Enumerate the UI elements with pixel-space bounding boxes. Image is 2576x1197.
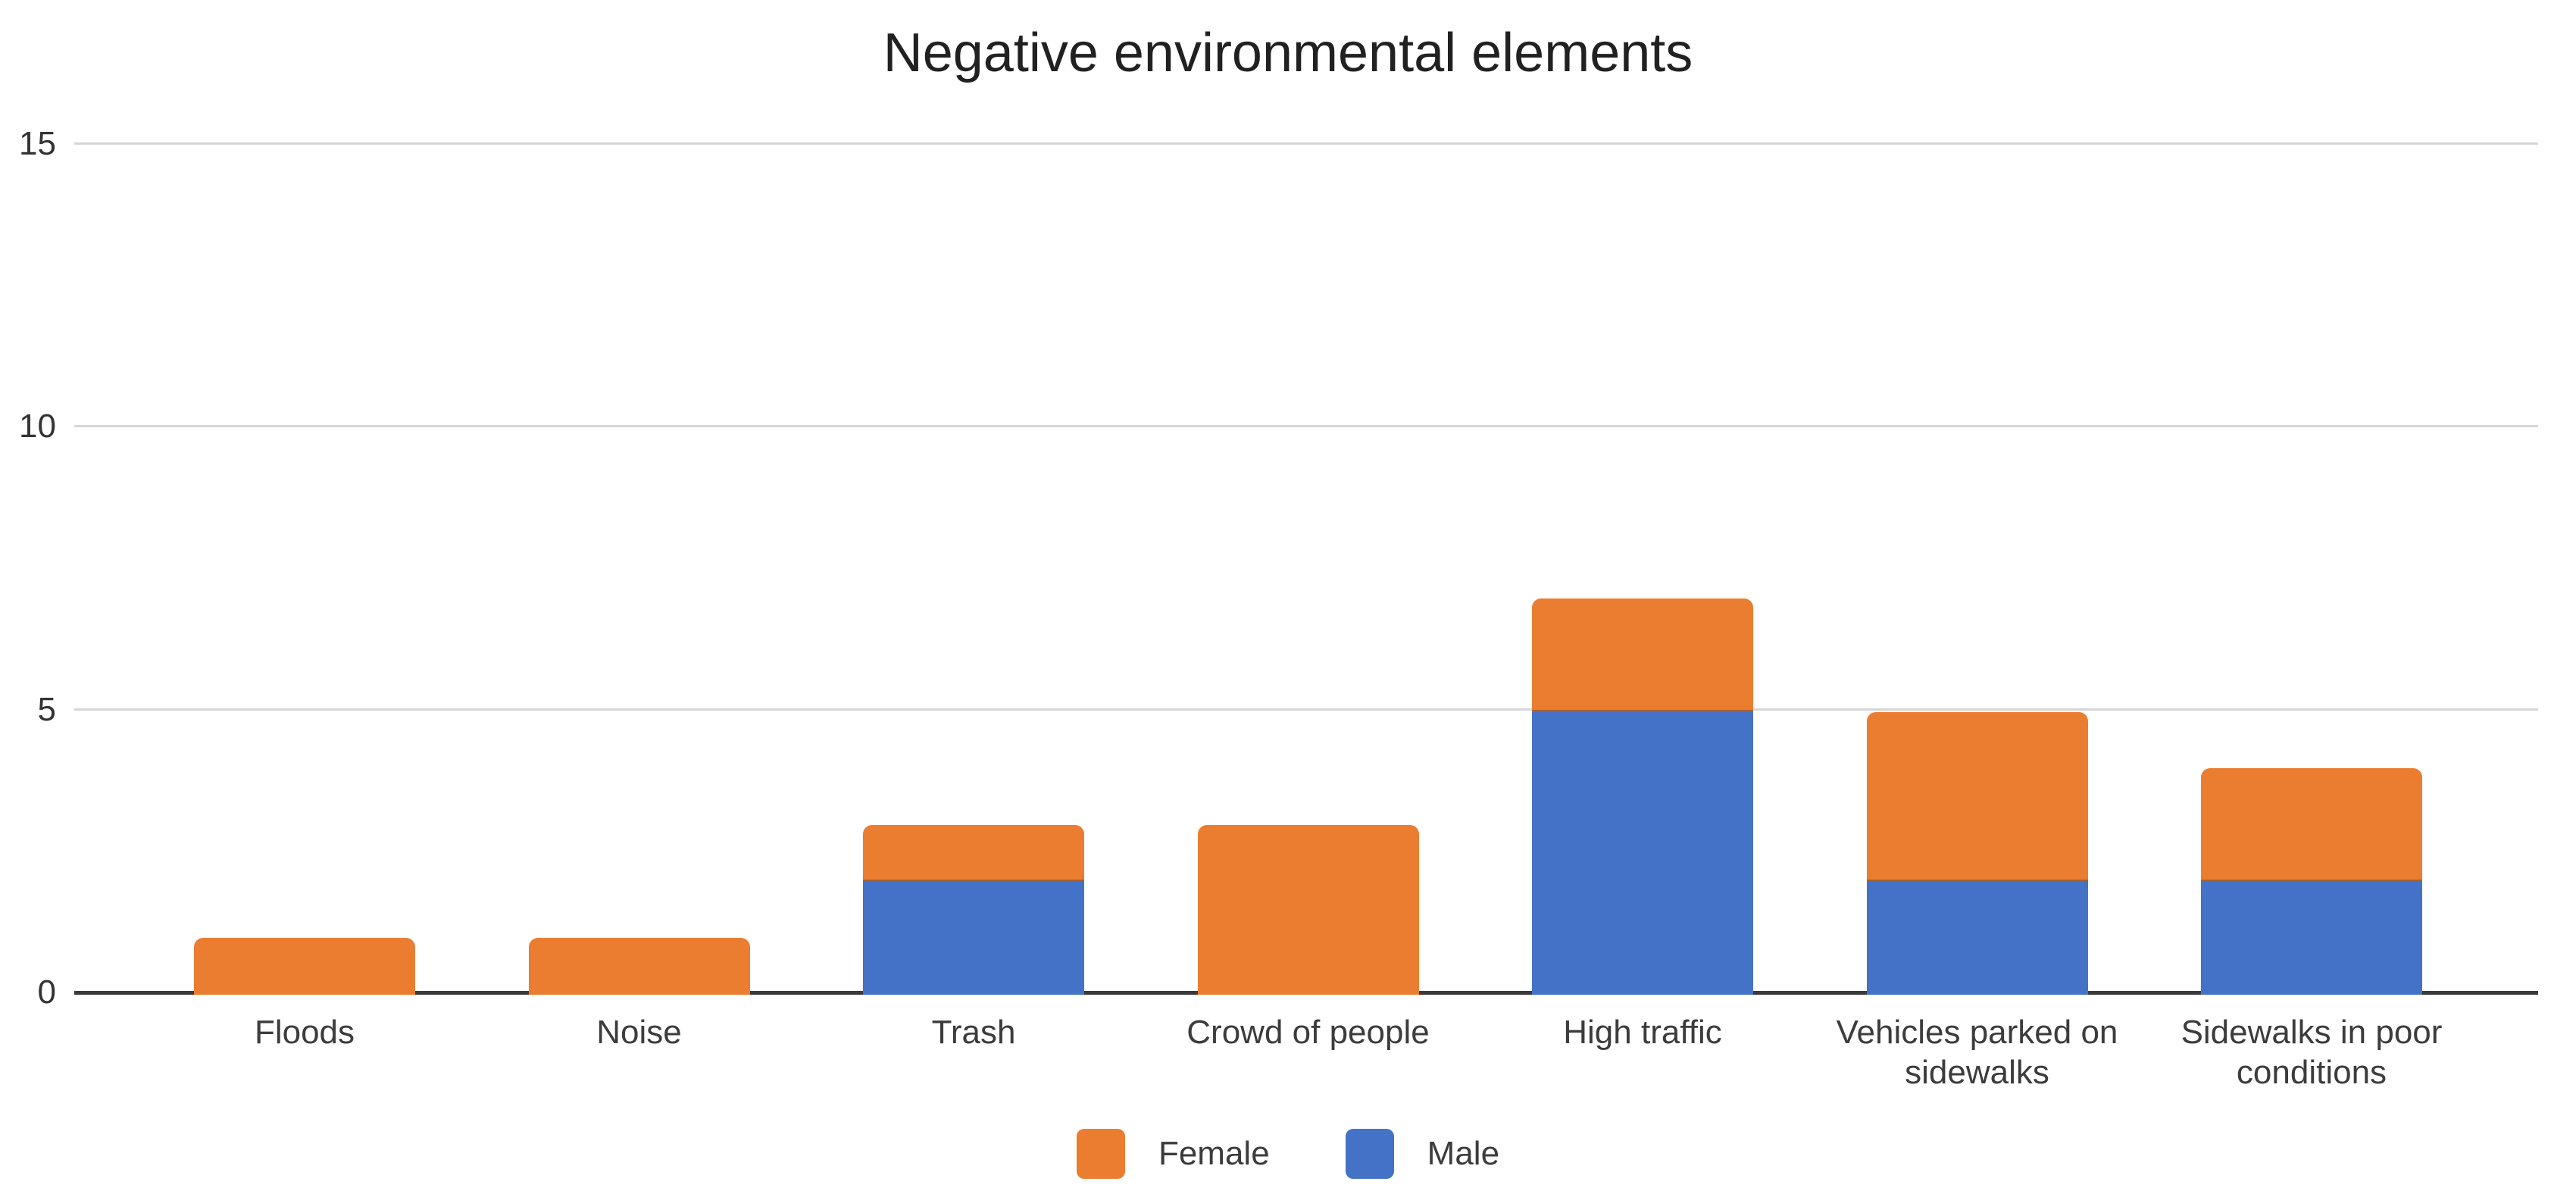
legend-item-male: Male — [1345, 1129, 1500, 1179]
x-label-noise: Noise — [596, 1014, 682, 1051]
bar-segment-male-vehicles-parked-on-sidewalks — [1866, 881, 2088, 995]
x-label-trash: Trash — [931, 1014, 1016, 1051]
x-label-floods: Floods — [254, 1014, 355, 1051]
legend-label-male: Male — [1427, 1135, 1500, 1172]
bar-segment-male-trash — [863, 881, 1084, 995]
chart-title: Negative environmental elements — [883, 23, 1693, 83]
bar-segment-female-vehicles-parked-on-sidewalks — [1866, 711, 2088, 882]
x-label-sidewalks-in-poor-conditions: Sidewalks in poor conditions — [2181, 1014, 2443, 1091]
y-tick-label-10: 10 — [19, 408, 56, 445]
bar-segment-female-sidewalks-in-poor-conditions — [2201, 768, 2422, 882]
legend-label-female: Female — [1158, 1135, 1270, 1172]
gridline-15 — [74, 142, 2538, 145]
y-tick-label-5: 5 — [37, 690, 56, 728]
x-label-vehicles-parked-on-sidewalks: Vehicles parked on sidewalks — [1836, 1014, 2118, 1091]
bar-segment-female-high-traffic — [1532, 598, 1753, 712]
legend-swatch-male — [1345, 1129, 1394, 1179]
legend-swatch-female — [1076, 1129, 1125, 1179]
bar-segment-female-noise — [528, 938, 750, 995]
legend-item-female: Female — [1076, 1129, 1270, 1179]
x-label-high-traffic: High traffic — [1563, 1014, 1722, 1051]
x-label-crowd-of-people: Crowd of people — [1186, 1014, 1430, 1051]
bar-segment-female-floods — [194, 938, 415, 995]
gridline-5 — [74, 708, 2538, 711]
bar-segment-male-high-traffic — [1532, 711, 1753, 995]
bar-segment-female-trash — [863, 825, 1084, 882]
bar-segment-male-sidewalks-in-poor-conditions — [2201, 881, 2422, 995]
legend: Female Male — [0, 1129, 2576, 1179]
gridline-10 — [74, 425, 2538, 428]
y-tick-label-0: 0 — [37, 974, 56, 1011]
bar-segment-female-crowd-of-people — [1197, 825, 1419, 995]
y-tick-label-15: 15 — [19, 125, 56, 162]
